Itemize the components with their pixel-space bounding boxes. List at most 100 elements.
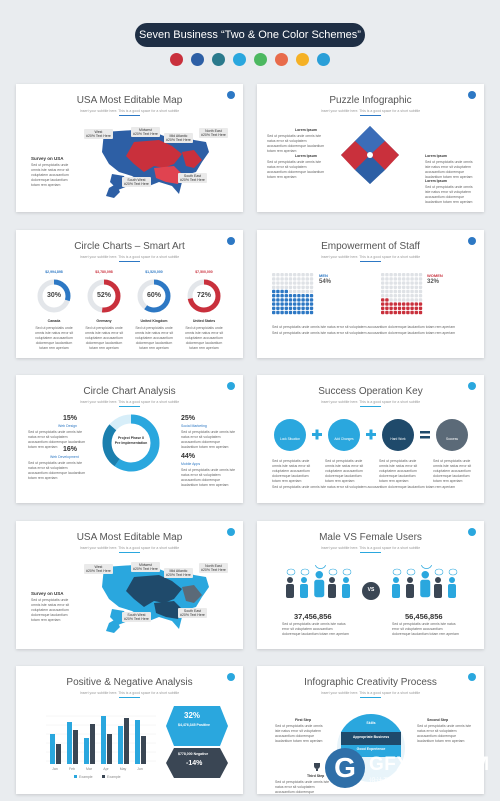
slide-title: Male VS Female Users (319, 532, 422, 543)
step-text-1: Sed ut perspiciatis unde omnis iste natu… (272, 459, 311, 483)
step-text-4: Sed ut perspiciatis unde omnis iste natu… (433, 459, 472, 483)
women-pct: 32% (427, 279, 440, 285)
survey-text: Sed ut perspiciatis unde omnis iste natu… (31, 598, 70, 622)
ring-country: Canada (47, 319, 61, 323)
slide-subtitle: Insert your subtitle here. This is a goo… (320, 400, 421, 404)
vs-circle (362, 582, 380, 600)
slide-usa-map-blue[interactable]: USA Most Editable Map Insert your subtit… (16, 521, 243, 649)
region-tag-mid-atlantic: Mid Atlantic #20% Text Here (164, 133, 193, 143)
analysis-pct-1: 15% (63, 415, 78, 422)
slide-subtitle: Insert your subtitle here. This is a goo… (79, 255, 180, 259)
slide-title: USA Most Editable Map (76, 532, 183, 543)
people-grid-men (272, 273, 314, 315)
slide-male-female[interactable]: Male VS Female Users Insert your subtitl… (257, 521, 484, 649)
step-label-2: Add Changes (334, 437, 354, 441)
slide-title: Empowerment of Staff (321, 241, 420, 252)
color-dot-6[interactable] (275, 53, 288, 66)
title-underline (360, 552, 381, 553)
slide-number-icon (227, 237, 235, 245)
title-underline (119, 115, 140, 116)
ring-arc (87, 279, 121, 313)
puzzle-label-4: Lorem Ipsum (425, 179, 447, 183)
negative-label: $778,000 Negative (178, 752, 209, 756)
slide-number-icon (227, 673, 235, 681)
center-item-1: Skills (366, 721, 376, 725)
puzzle-label-1: Lorem Ipsum (295, 128, 317, 132)
trophy-icon (314, 763, 320, 771)
analysis-label-4: Mobile Apps (181, 462, 201, 466)
slide-title: Success Operation Key (318, 386, 423, 397)
ring-arc (37, 279, 71, 313)
title-underline (360, 261, 381, 262)
empowerment-text-2: Sed ut perspiciatis unde omnis iste natu… (272, 331, 456, 335)
region-tag-south-west: South West #20% Text Here (122, 177, 151, 187)
color-dot-3[interactable] (212, 53, 225, 66)
slide-empowerment[interactable]: Empowerment of Staff Insert your subtitl… (257, 230, 484, 358)
step-first-text: Sed ut perspiciatis unde omnis iste natu… (275, 724, 323, 743)
analysis-pct-3: 25% (181, 415, 196, 422)
puzzle-text-2: Sed ut perspiciatis unde omnis iste natu… (267, 160, 325, 179)
svg-text:May: May (120, 767, 127, 771)
ring-arc (137, 279, 171, 313)
analysis-label-1: Web Design (58, 424, 78, 428)
slide-title: Circle Chart Analysis (83, 386, 176, 397)
region-tag-west: West #20% Text Here (84, 564, 113, 574)
ring-value: $7,500,000 (195, 270, 213, 274)
puzzle-text-3: Sed ut perspiciatis unde omnis iste natu… (425, 160, 473, 179)
slide-number-icon (468, 528, 476, 536)
slide-positive-negative[interactable]: Positive & Negative Analysis Insert your… (16, 666, 243, 794)
step-third-label: Third Step (307, 774, 325, 778)
slide-title: USA Most Editable Map (76, 95, 183, 106)
slide-number-icon (468, 382, 476, 390)
donut-chart (102, 414, 160, 472)
slide-number-icon (227, 91, 235, 99)
region-tag-mid-atlantic: Mid Atlantic #20% Text Here (164, 568, 193, 578)
slide-success-key[interactable]: Success Operation Key Insert your subtit… (257, 375, 484, 503)
svg-text:Jun: Jun (137, 767, 143, 771)
success-footer-text: Sed ut perspiciatis unde omnis iste natu… (272, 485, 456, 489)
ring-chart (87, 279, 121, 313)
male-count: 37,456,856 (294, 612, 332, 621)
negative-pct: -14% (186, 760, 203, 767)
region-tag-north-east: North East #20% Text Here (199, 563, 228, 573)
slide-circle-analysis[interactable]: Circle Chart Analysis Insert your subtit… (16, 375, 243, 503)
people-grid-women (381, 273, 423, 315)
svg-text:Example: Example (79, 775, 93, 779)
female-text: Sed ut perspiciatis unde omnis iste natu… (392, 622, 459, 636)
region-tag-south-east: South East #20% Text Here (178, 608, 207, 618)
positive-label: $4,476,345 Positive (178, 723, 210, 727)
analysis-text-2: Sed ut perspiciatis unde omnis iste natu… (28, 461, 86, 480)
men-pct: 54% (319, 279, 332, 285)
color-dot-5[interactable] (254, 53, 267, 66)
slide-puzzle[interactable]: Puzzle Infographic Insert your subtitle … (257, 84, 484, 212)
ring-text: Sed ut perspiciatis unde omnis iste natu… (34, 326, 74, 350)
ring-text: Sed ut perspiciatis unde omnis iste natu… (134, 326, 174, 350)
slide-creativity-process[interactable]: Infographic Creativity Process Insert yo… (257, 666, 484, 794)
slide-title: Circle Charts – Smart Art (74, 241, 185, 252)
donut-center-label: Project Phase II Pre Implementation (114, 436, 148, 445)
color-dot-8[interactable] (317, 53, 330, 66)
watermark-tagline: 设计互联网资源分享 (369, 778, 432, 785)
ring-pct: 30% (46, 292, 61, 299)
svg-text:Apr: Apr (103, 767, 109, 771)
banner-title: Seven Business “Two & One Color Schemes” (135, 23, 365, 47)
svg-text:Jan: Jan (52, 767, 58, 771)
slide-circle-charts[interactable]: Circle Charts – Smart Art Insert your su… (16, 230, 243, 358)
analysis-text-3: Sed ut perspiciatis unde omnis iste natu… (181, 430, 236, 449)
slide-subtitle: Insert your subtitle here. This is a goo… (320, 109, 421, 113)
color-dot-2[interactable] (191, 53, 204, 66)
ring-country: United States (192, 319, 216, 323)
center-item-3: Good Experience (356, 747, 386, 751)
ring-pct: 60% (146, 292, 161, 299)
ring-value: $1,520,000 (145, 270, 163, 274)
color-dot-7[interactable] (296, 53, 309, 66)
step-label-1: Lock Situation (279, 437, 301, 441)
ring-text: Sed ut perspiciatis unde omnis iste natu… (84, 326, 124, 350)
slide-usa-map[interactable]: USA Most Editable Map Insert your subtit… (16, 84, 243, 212)
color-dot-4[interactable] (233, 53, 246, 66)
center-item-2: Appropriate Business (352, 735, 390, 739)
survey-title: Survey on USA (31, 591, 64, 596)
color-dot-1[interactable] (170, 53, 183, 66)
step-third-text: Sed ut perspiciatis unde omnis iste natu… (275, 780, 330, 794)
title-underline (119, 552, 140, 553)
